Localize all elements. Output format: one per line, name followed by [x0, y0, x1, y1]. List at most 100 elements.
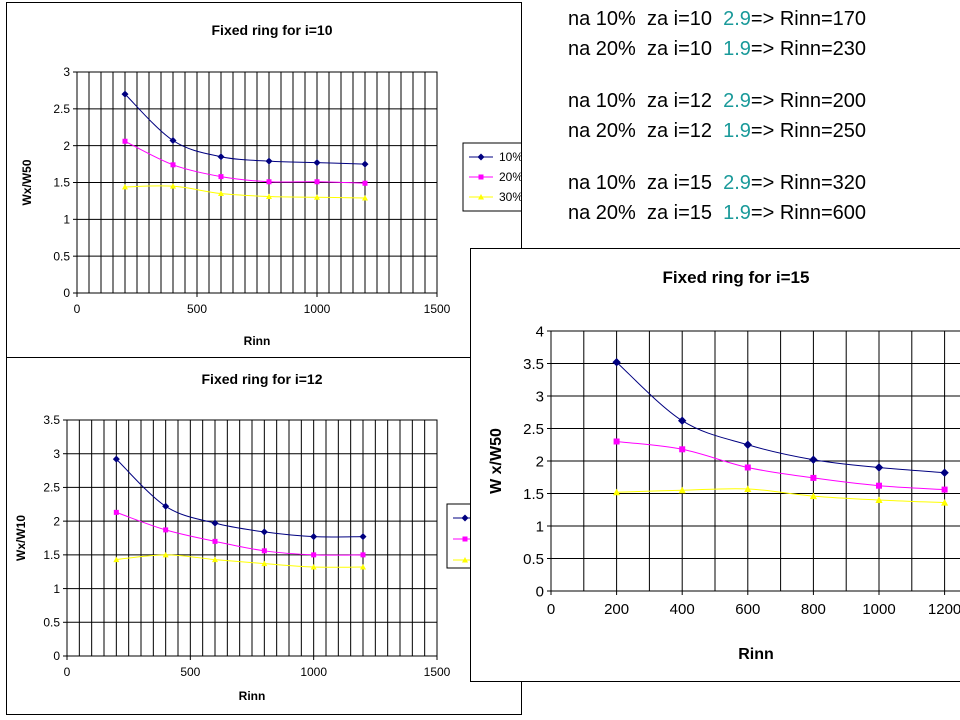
data-point	[613, 488, 621, 496]
note-value: 1.9	[723, 202, 751, 224]
data-point	[744, 485, 752, 492]
y-tick-label: 0	[63, 286, 70, 300]
data-point	[876, 482, 882, 489]
grid	[551, 331, 960, 591]
note-suffix: => Rinn=250	[750, 120, 867, 142]
y-tick-label: 3	[63, 65, 70, 79]
data-point	[217, 153, 225, 161]
data-point	[679, 446, 686, 453]
data-point	[310, 533, 318, 541]
data-point	[940, 468, 949, 477]
y-tick-label: 2.5	[53, 102, 70, 116]
data-point	[169, 137, 177, 145]
series-2	[113, 509, 366, 558]
chart-i12-svg: Fixed ring for i=12 0 0.5 1 1.5 2 2.5 3 3.5 0 500 1…	[14, 371, 521, 703]
y-tick-label: 3	[536, 388, 544, 405]
data-point	[359, 533, 367, 541]
y-tick-label: 1.5	[523, 486, 544, 503]
note-suffix: => Rinn=600	[750, 202, 867, 224]
x-tick-label: 0	[64, 665, 71, 679]
note-value: 2.9	[723, 172, 751, 194]
y-tick-label: 0	[53, 649, 60, 663]
data-point	[218, 190, 224, 197]
data-point	[266, 193, 272, 199]
series-2	[122, 138, 368, 186]
note-prefix: na 10% za i=10	[568, 8, 724, 30]
data-point	[314, 194, 320, 200]
chart-i15: Fixed ring for i=15 0 0.5 1 1.5 2 2.5 3 3.5 4 0 200…	[470, 248, 960, 682]
x-tick-label: 500	[180, 665, 200, 679]
data-point	[743, 440, 752, 449]
data-point	[212, 556, 218, 563]
legend-marker	[462, 557, 468, 563]
y-tick-label: 0.5	[43, 615, 60, 629]
note-line: na 10% za i=15 2.9=> Rinn=320	[568, 170, 866, 196]
x-axis-label: Rinn	[239, 689, 266, 703]
x-tick-label: 200	[604, 601, 629, 618]
note-value: 2.9	[723, 8, 751, 30]
data-point	[744, 464, 751, 471]
data-point	[163, 527, 169, 533]
y-tick-label: 1	[53, 582, 60, 596]
data-point	[874, 463, 884, 472]
data-point	[362, 180, 368, 186]
legend-marker	[478, 174, 484, 180]
data-point	[310, 563, 317, 570]
note-value: 2.9	[723, 90, 751, 112]
x-tick-label: 1000	[862, 601, 895, 618]
chart-i10: Fixed ring for i=10 0 0.5 1 1.5 2 2.5 3 0 500 1000…	[6, 2, 522, 359]
legend-marker	[478, 194, 484, 200]
data-point	[212, 538, 218, 544]
data-point	[941, 499, 949, 506]
series-line	[616, 488, 945, 504]
y-tick-label: 2	[63, 139, 70, 153]
note-prefix: na 10% za i=12	[568, 90, 724, 112]
data-point	[162, 551, 169, 558]
chart-title: Fixed ring for i=10	[212, 22, 333, 38]
x-tick-label: 400	[670, 601, 695, 618]
data-point	[613, 438, 620, 445]
chart-title: Fixed ring for i=15	[663, 268, 810, 287]
note-suffix: => Rinn=230	[750, 38, 867, 60]
data-point	[612, 358, 621, 367]
chart-i10-svg: Fixed ring for i=10 0 0.5 1 1.5 2 2.5 3 0 500 1000…	[20, 22, 522, 348]
data-point	[265, 157, 273, 165]
y-tick-label: 0.5	[523, 551, 544, 568]
note-prefix: na 20% za i=10	[568, 38, 724, 60]
y-axis-label: W x/W50	[488, 428, 505, 494]
series-line	[616, 441, 945, 491]
data-point	[311, 552, 317, 558]
y-tick-label: 0.5	[53, 249, 70, 263]
chart-i15-svg: Fixed ring for i=15 0 0.5 1 1.5 2 2.5 3 3.5 4 0 200…	[488, 268, 960, 663]
x-tick-label: 1000	[304, 302, 331, 316]
chart-title: Fixed ring for i=12	[202, 371, 323, 387]
series-1	[112, 455, 367, 541]
x-tick-label: 800	[801, 601, 826, 618]
note-value: 1.9	[723, 38, 751, 60]
x-tick-label: 1000	[300, 665, 327, 679]
data-point	[875, 496, 883, 503]
legend-marker	[477, 153, 485, 161]
x-tick-label: 600	[735, 601, 760, 618]
data-point	[362, 194, 368, 201]
y-tick-label: 1	[536, 518, 544, 535]
y-tick-label: 2.5	[523, 421, 544, 438]
data-point	[360, 563, 366, 570]
series-line	[116, 511, 364, 556]
y-tick-label: 1.5	[53, 176, 70, 190]
note-line: na 20% za i=10 1.9=> Rinn=230	[568, 36, 866, 62]
data-point	[810, 474, 817, 481]
data-point	[170, 183, 176, 189]
series-line	[124, 185, 366, 199]
data-point	[211, 519, 219, 527]
series-3	[113, 551, 366, 570]
data-point	[113, 556, 120, 563]
note-prefix: na 20% za i=15	[568, 202, 724, 224]
x-tick-label: 1500	[424, 302, 451, 316]
series-line	[116, 554, 364, 568]
data-point	[162, 502, 170, 510]
data-point	[218, 174, 224, 180]
series-1	[121, 90, 369, 168]
x-tick-label: 0	[547, 601, 555, 618]
legend-label: 10%	[499, 150, 522, 164]
